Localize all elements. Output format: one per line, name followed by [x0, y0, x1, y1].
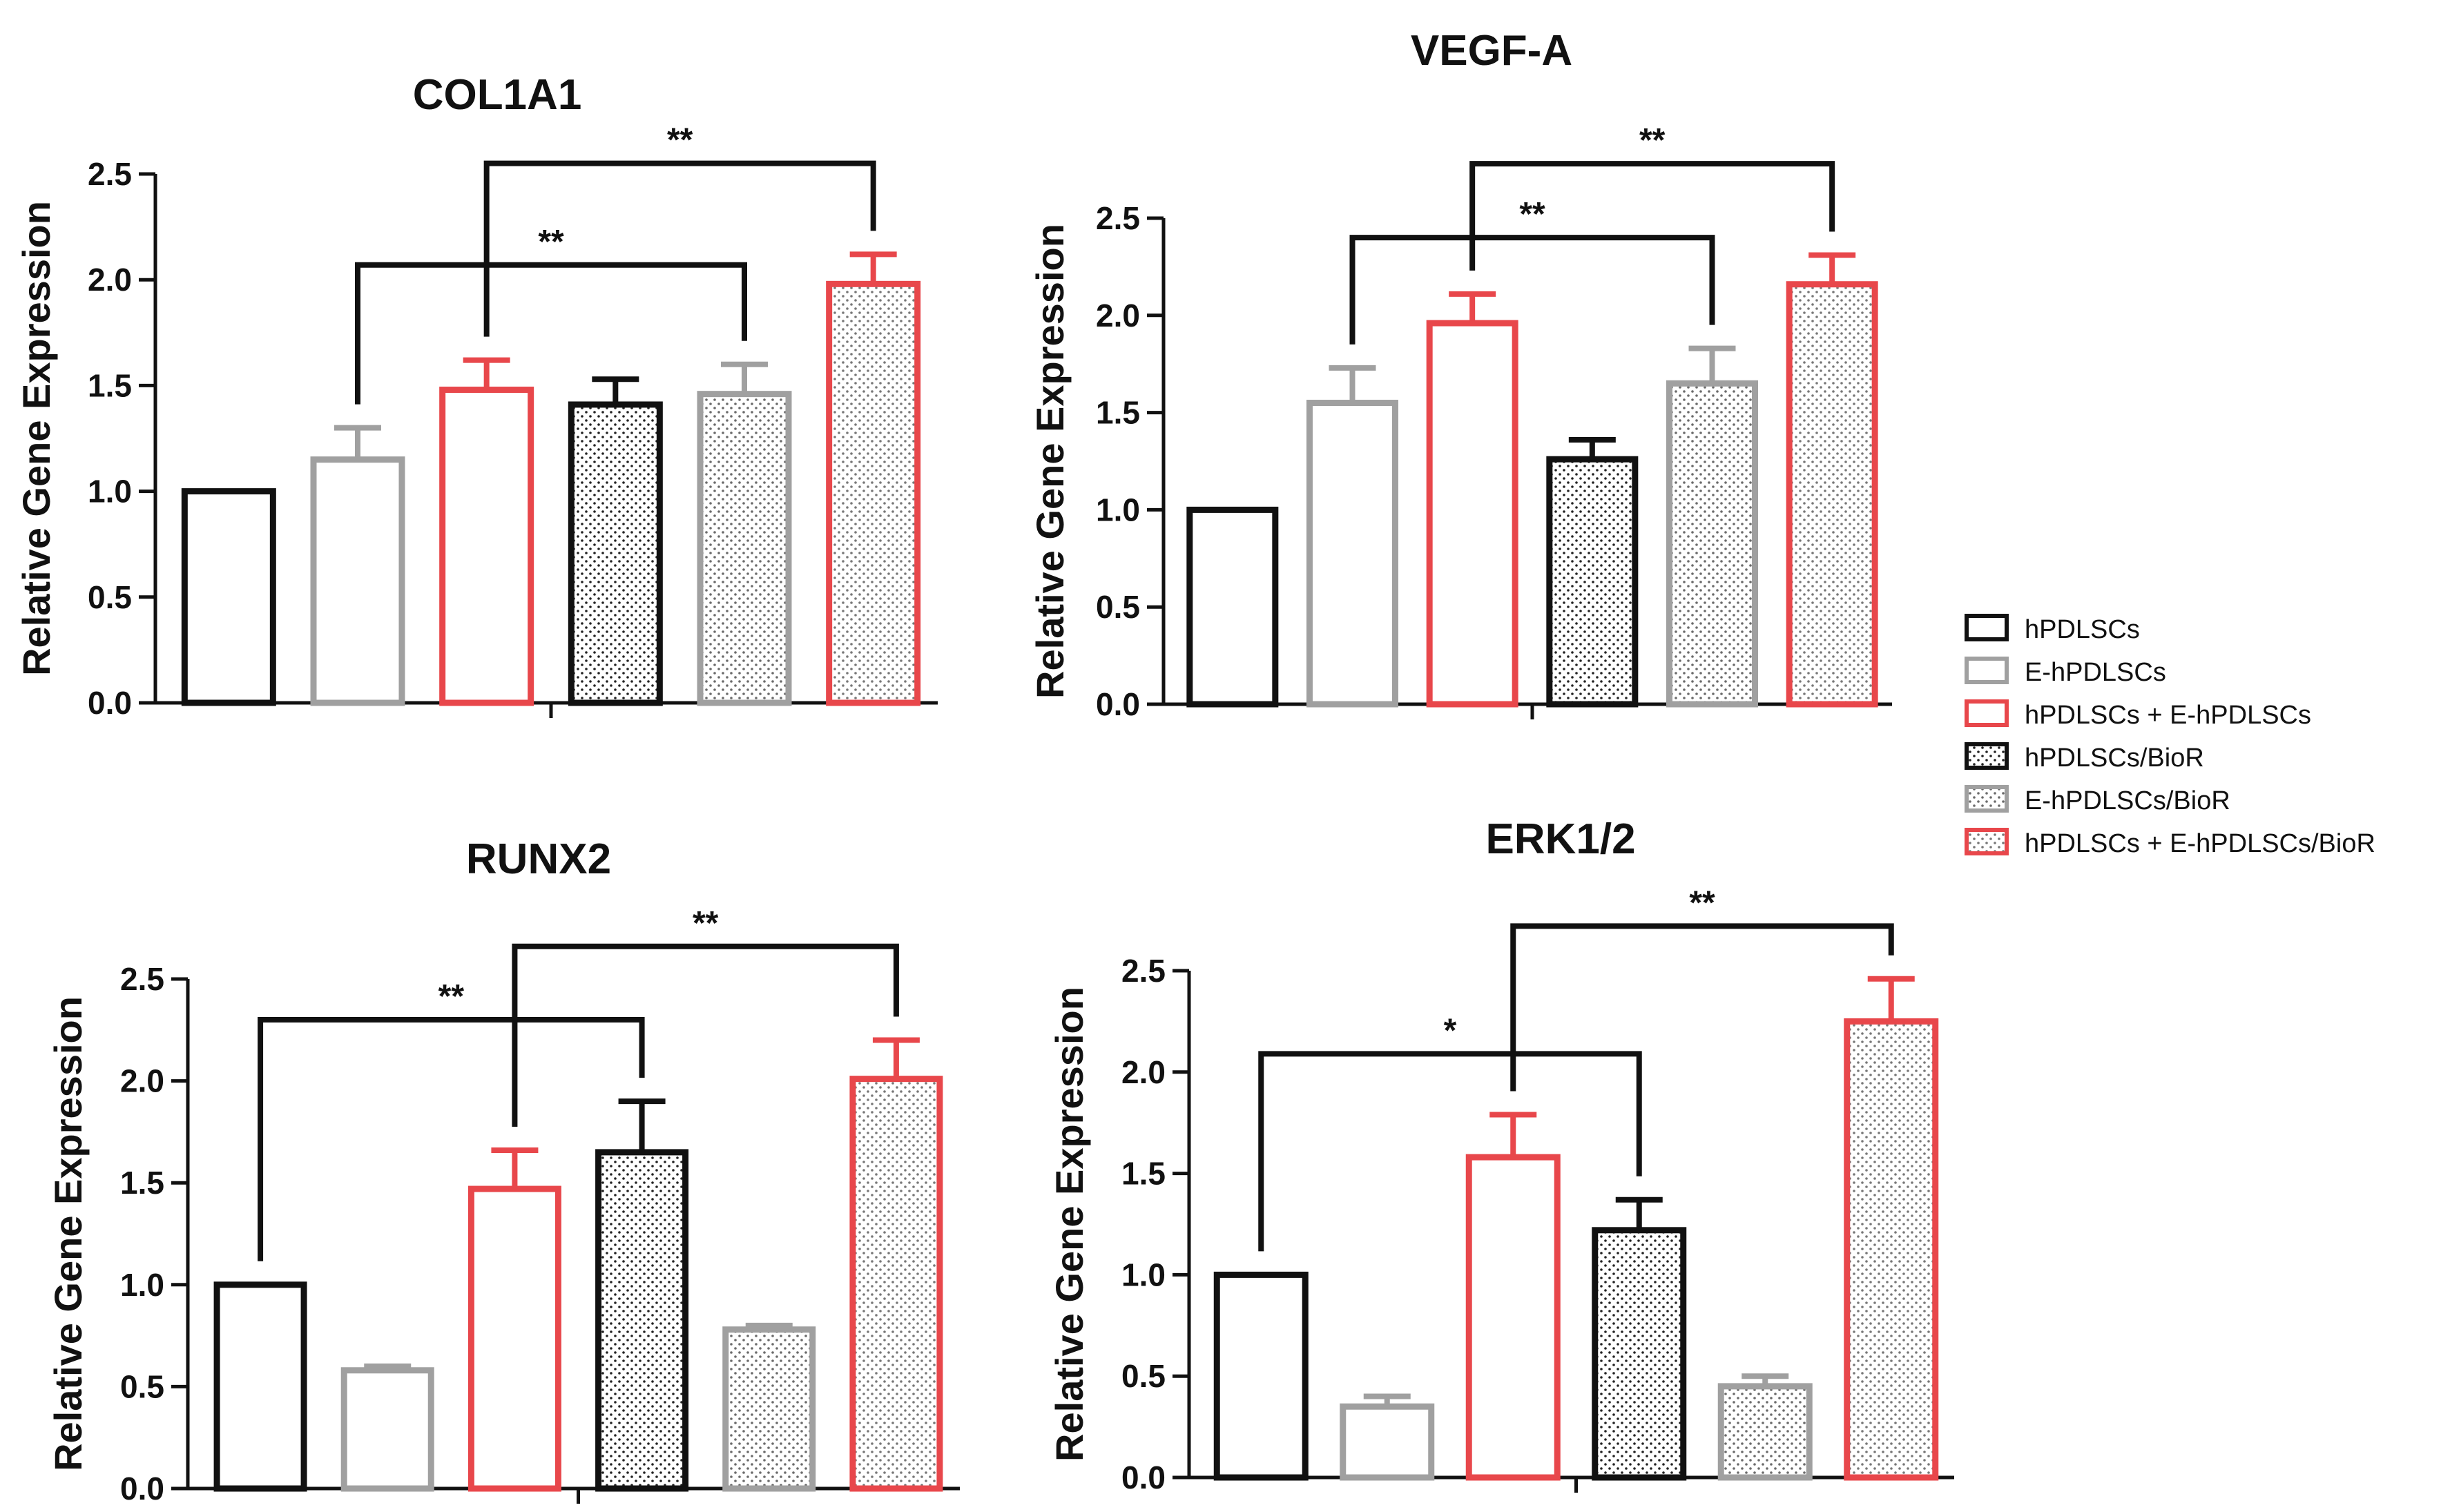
erk1-2-significance-bracket-1 [1258, 1051, 1642, 1252]
col1a1-title: COL1A1 [413, 71, 582, 119]
runx2-y-axis-label: Relative Gene Expression [46, 996, 90, 1471]
col1a1-bar-hpdlscs-e-hpdlscs [439, 387, 534, 706]
col1a1-significance-bracket-2 [483, 160, 876, 337]
col1a1-y-tick-label: 1.5 [88, 367, 132, 403]
legend-label-hpdlscs-bior: hPDLSCs/BioR [2025, 744, 2204, 773]
erk1-2-significance-bracket-2 [1510, 923, 1894, 1092]
erk1-2-bar-hpdlscs [1213, 1271, 1309, 1481]
vegf-a-significance-bracket-1 [1349, 235, 1715, 345]
col1a1-y-tick-label: 2.5 [88, 156, 132, 192]
col1a1-significance-label-1: ** [538, 224, 564, 260]
erk1-2-bar-e-hpdlscs [1340, 1403, 1435, 1481]
legend-swatch-hpdlscs-e-hpdlscs-bior [1965, 828, 2009, 855]
runx2-y-tick-label: 0.0 [120, 1471, 164, 1506]
vegf-a-significance-bracket-2 [1469, 161, 1835, 271]
vegf-a-bar-hpdlscs-e-hpdlscs [1426, 320, 1518, 708]
vegf-a-y-tick-label: 2.5 [1096, 200, 1140, 236]
runx2-y-tick-label: 1.5 [120, 1165, 164, 1201]
vegf-a-bar-hpdlscs-bior [1546, 456, 1639, 708]
runx2-y-tick-label: 0.5 [120, 1368, 164, 1404]
legend-swatch-hpdlscs [1965, 614, 2009, 641]
erk1-2-bar-e-hpdlscs-bior [1717, 1383, 1813, 1481]
runx2-y-tick-label: 1.0 [120, 1267, 164, 1303]
vegf-a-y-tick-label: 0.0 [1096, 686, 1140, 722]
panel-vegf-a: VEGF-A Relative Gene Expression 0.0 0.5 1.0 1… [1028, 27, 1892, 722]
col1a1-significance-label-2: ** [667, 122, 693, 159]
erk1-2-bar-hpdlscs-bior [1592, 1227, 1687, 1481]
legend-label-hpdlscs-e-hpdlscs: hPDLSCs + E-hPDLSCs [2025, 701, 2311, 730]
panel-col1a1: COL1A1 Relative Gene Expression 0.0 0.5 1.0 1… [15, 71, 938, 721]
erk1-2-significance-label-2: ** [1689, 884, 1715, 921]
runx2-significance-bracket-1 [258, 1017, 645, 1261]
legend-swatch-e-hpdlscs [1965, 657, 2009, 684]
legend-label-hpdlscs-e-hpdlscs-bior: hPDLSCs + E-hPDLSCs/BioR [2025, 829, 2375, 858]
col1a1-bar-hpdlscs [181, 488, 276, 706]
runx2-title: RUNX2 [466, 835, 611, 883]
col1a1-bar-e-hpdlscs-bior [697, 391, 792, 706]
legend-label-e-hpdlscs-bior: E-hPDLSCs/BioR [2025, 786, 2230, 815]
erk1-2-y-tick-label: 0.5 [1121, 1358, 1166, 1394]
vegf-a-bar-e-hpdlscs-bior [1666, 380, 1758, 708]
erk1-2-title: ERK1/2 [1485, 815, 1635, 863]
vegf-a-significance-label-2: ** [1639, 122, 1666, 159]
vegf-a-bar-hpdlscs-e-hpdlscs-bior [1786, 281, 1878, 708]
erk1-2-y-tick-label: 1.0 [1121, 1257, 1166, 1292]
erk1-2-significance-label-1: * [1444, 1012, 1457, 1049]
runx2-bar-hpdlscs-bior [595, 1149, 689, 1492]
runx2-significance-label-2: ** [693, 905, 719, 942]
vegf-a-y-tick-label: 1.0 [1096, 492, 1140, 527]
legend-swatch-hpdlscs-bior [1965, 742, 2009, 770]
legend-label-hpdlscs: hPDLSCs [2025, 615, 2140, 644]
vegf-a-bar-hpdlscs [1186, 506, 1279, 708]
runx2-y-tick-label: 2.5 [120, 961, 164, 997]
erk1-2-y-tick-label: 1.5 [1121, 1156, 1166, 1192]
panel-erk1-2: ERK1/2 Relative Gene Expression 0.0 0.5 1.0 1… [1048, 815, 1954, 1495]
runx2-bar-hpdlscs [213, 1281, 307, 1492]
col1a1-bar-hpdlscs-e-hpdlscs-bior [826, 280, 921, 706]
vegf-a-bar-e-hpdlscs [1306, 400, 1398, 708]
col1a1-bar-hpdlscs-bior [568, 401, 663, 706]
col1a1-y-axis-label: Relative Gene Expression [15, 201, 58, 676]
legend-label-e-hpdlscs: E-hPDLSCs [2025, 658, 2166, 687]
erk1-2-bar-hpdlscs-e-hpdlscs-bior [1844, 1018, 1939, 1481]
vegf-a-significance-label-1: ** [1519, 196, 1545, 233]
panel-runx2: RUNX2 Relative Gene Expression 0.0 0.5 1.0 1.… [46, 835, 960, 1506]
col1a1-significance-bracket-1 [355, 262, 747, 405]
runx2-significance-bracket-2 [512, 943, 899, 1127]
runx2-bar-hpdlscs-e-hpdlscs [467, 1185, 561, 1492]
runx2-bar-e-hpdlscs-bior [722, 1326, 816, 1492]
col1a1-bar-e-hpdlscs [310, 456, 405, 706]
erk1-2-bar-hpdlscs-e-hpdlscs [1465, 1154, 1561, 1481]
vegf-a-y-tick-label: 0.5 [1096, 589, 1140, 625]
runx2-y-tick-label: 2.0 [120, 1063, 164, 1099]
runx2-significance-label-1: ** [438, 978, 465, 1015]
legend-swatch-hpdlscs-e-hpdlscs [1965, 699, 2009, 727]
runx2-bar-e-hpdlscs [340, 1367, 434, 1492]
erk1-2-y-axis-label: Relative Gene Expression [1048, 987, 1091, 1462]
vegf-a-title: VEGF-A [1411, 27, 1572, 75]
col1a1-y-tick-label: 0.5 [88, 579, 132, 615]
col1a1-y-tick-label: 1.0 [88, 474, 132, 510]
erk1-2-y-tick-label: 2.0 [1121, 1054, 1166, 1090]
legend: hPDLSCs E-hPDLSCs hPDLSCs + E-hPDLSCs hPDLS… [1965, 614, 2375, 858]
col1a1-y-tick-label: 2.0 [88, 262, 132, 298]
erk1-2-y-tick-label: 0.0 [1121, 1460, 1166, 1495]
erk1-2-y-tick-label: 2.5 [1121, 953, 1166, 989]
vegf-a-y-tick-label: 1.5 [1096, 395, 1140, 431]
vegf-a-y-tick-label: 2.0 [1096, 298, 1140, 333]
vegf-a-y-axis-label: Relative Gene Expression [1028, 224, 1072, 699]
col1a1-y-tick-label: 0.0 [88, 685, 132, 721]
legend-swatch-e-hpdlscs-bior [1965, 785, 2009, 813]
runx2-bar-hpdlscs-e-hpdlscs-bior [849, 1076, 943, 1492]
